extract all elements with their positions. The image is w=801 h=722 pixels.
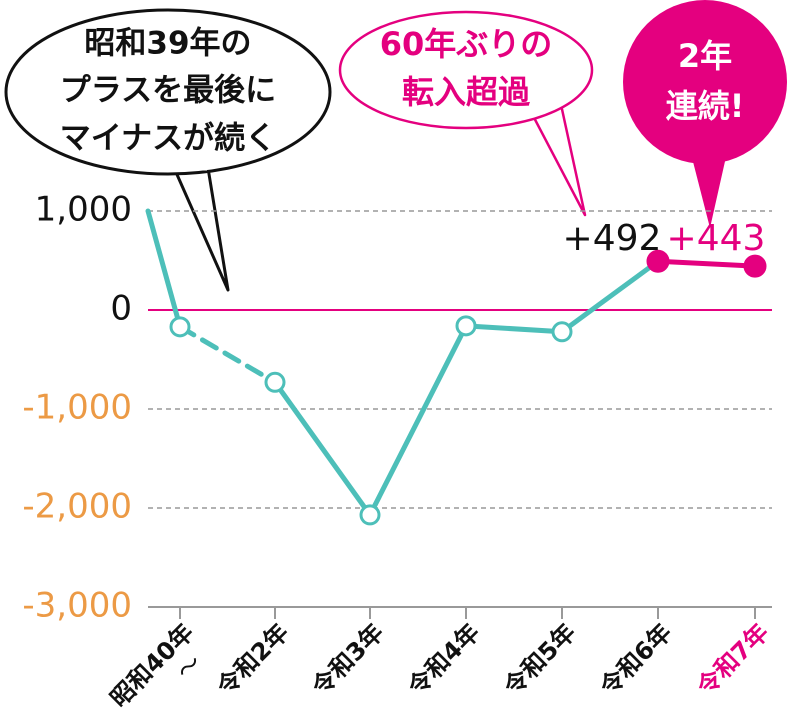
x-tick-label: 令和7年 — [692, 618, 775, 701]
point — [169, 316, 191, 338]
callout-text: 60年ぶりの — [380, 25, 553, 63]
value-label: +443 — [667, 218, 766, 259]
callout-text: 2年 — [678, 37, 732, 75]
line-segment — [463, 323, 565, 335]
callout-bubble — [338, 10, 594, 130]
callout-text: プラスを最後に — [60, 73, 276, 109]
x-tick-label: 令和4年 — [403, 618, 486, 701]
callout-bubble — [4, 8, 332, 176]
callout-tail — [690, 148, 728, 228]
y-tick-label: 1,000 — [35, 190, 132, 230]
point — [551, 321, 573, 343]
point — [646, 249, 670, 273]
callout-bubble — [623, 0, 787, 164]
line-segment — [655, 258, 758, 269]
point — [359, 504, 381, 526]
line-segment — [145, 208, 183, 330]
callout-tail — [173, 166, 230, 292]
callout-text: 転入超過 — [402, 73, 531, 111]
value-label: +492 — [563, 218, 662, 259]
callout-text: 昭和39年の — [84, 26, 251, 62]
line-segment — [367, 323, 469, 518]
point — [455, 315, 477, 337]
x-tick-label: 令和3年 — [307, 618, 390, 701]
line-segment — [559, 258, 661, 335]
x-tick-label: 令和2年 — [212, 618, 295, 701]
y-tick-label: 0 — [110, 289, 132, 329]
line-segment — [177, 324, 278, 385]
y-tick-label: -2,000 — [22, 487, 132, 527]
y-tick-label: -1,000 — [22, 388, 132, 428]
line-segment — [272, 379, 373, 518]
point — [743, 254, 767, 278]
callout-join — [532, 99, 557, 114]
callout-text: 連続! — [666, 87, 745, 125]
callout-text: マイナスが続く — [60, 121, 276, 157]
point — [264, 371, 286, 393]
x-tick-label: 令和6年 — [595, 618, 678, 701]
x-tick-label: 令和5年 — [499, 618, 582, 701]
y-tick-label: -3,000 — [22, 586, 132, 626]
